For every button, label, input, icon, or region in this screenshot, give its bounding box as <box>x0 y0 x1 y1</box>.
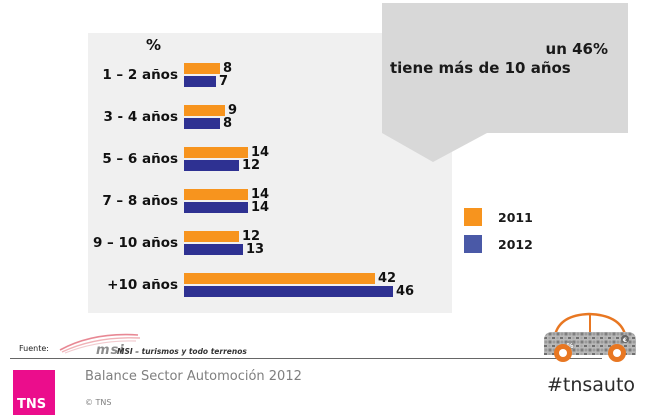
msi-wordmark: msi <box>96 343 125 358</box>
bar-group: 14 12 <box>184 145 270 173</box>
chart-row: 9 – 10 años 12 13 <box>88 229 265 257</box>
bar-2012 <box>184 76 216 87</box>
legend-label-2012: 2012 <box>498 236 533 252</box>
chart-row: 3 - 4 años 9 8 <box>88 103 238 131</box>
callout-bubble: un 46% tiene más de 10 años <box>382 3 628 162</box>
bar-2011 <box>184 63 220 74</box>
legend-item-2011: 2011 <box>464 208 533 226</box>
category-label: 9 – 10 años <box>92 235 178 251</box>
category-label: 1 – 2 años <box>102 67 178 83</box>
value-label-2011: 9 <box>228 103 238 118</box>
bar-line-2012: 12 <box>184 158 269 173</box>
value-label-2012: 12 <box>242 158 261 173</box>
value-label-2011: 12 <box>242 229 261 244</box>
bar-line-2012: 13 <box>184 242 265 257</box>
category-label: 7 – 8 años <box>102 193 178 209</box>
car-icon: % € <box>544 312 636 362</box>
footer-divider <box>10 358 602 359</box>
bar-group: 12 13 <box>184 229 265 257</box>
value-label-2011: 14 <box>251 187 270 202</box>
value-label-2011: 8 <box>223 61 233 76</box>
bar-line-2011: 14 <box>184 145 270 160</box>
bar-line-2011: 8 <box>184 61 233 76</box>
chart-row: 7 – 8 años 14 14 <box>88 187 270 215</box>
source-label: Fuente: <box>19 344 49 353</box>
tns-logo: TNS <box>13 370 55 415</box>
bar-2012 <box>184 160 239 171</box>
bar-2012 <box>184 244 243 255</box>
bar-line-2011: 14 <box>184 187 270 202</box>
bar-2011 <box>184 105 225 116</box>
legend-item-2012: 2012 <box>464 235 533 253</box>
callout-line1: un 46% <box>545 40 608 58</box>
category-label: +10 años <box>107 277 178 293</box>
chart-legend: 2011 2012 <box>464 208 533 262</box>
tns-logo-text: TNS <box>17 397 47 412</box>
copyright-text: © TNS <box>85 398 112 407</box>
svg-text:€: € <box>622 337 627 344</box>
msi-logo: msi <box>58 328 153 358</box>
source-text: MSI – turismos y todo terrenos <box>117 347 247 356</box>
chart-row: 5 – 6 años 14 12 <box>88 145 270 173</box>
bar-2011 <box>184 273 375 284</box>
mosaic-car-icon: % € <box>540 308 640 363</box>
bar-line-2011: 42 <box>184 271 414 286</box>
value-label-2011: 42 <box>378 271 397 286</box>
chart-row: +10 años 42 46 <box>88 271 415 299</box>
value-label-2012: 8 <box>223 116 233 131</box>
callout-text: un 46% tiene más de 10 años <box>382 40 628 78</box>
category-label: 3 - 4 años <box>103 109 178 125</box>
value-label-2012: 46 <box>396 284 415 299</box>
bar-line-2012: 7 <box>184 74 232 89</box>
bar-2012 <box>184 118 220 129</box>
svg-text:%: % <box>566 342 573 350</box>
bar-2012 <box>184 202 248 213</box>
value-label-2012: 7 <box>219 74 229 89</box>
bar-2011 <box>184 147 248 158</box>
bar-2012 <box>184 286 393 297</box>
value-label-2012: 13 <box>246 242 265 257</box>
bar-line-2011: 12 <box>184 229 264 244</box>
callout-line2: tiene más de 10 años <box>390 59 571 77</box>
legend-label-2011: 2011 <box>498 209 533 225</box>
bar-2011 <box>184 231 239 242</box>
msi-swoosh-icon <box>59 333 141 354</box>
value-label-2011: 14 <box>251 145 270 160</box>
bar-2011 <box>184 189 248 200</box>
hashtag-text: #tnsauto <box>546 374 636 396</box>
bar-group: 14 14 <box>184 187 270 215</box>
chart-row: 1 – 2 años 8 7 <box>88 61 233 89</box>
bar-line-2012: 14 <box>184 200 270 215</box>
bar-line-2012: 46 <box>184 284 415 299</box>
bar-line-2011: 9 <box>184 103 238 118</box>
bar-group: 42 46 <box>184 271 415 299</box>
legend-swatch-2012 <box>464 235 482 253</box>
legend-swatch-2011 <box>464 208 482 226</box>
bar-line-2012: 8 <box>184 116 237 131</box>
deck-title: Balance Sector Automoción 2012 <box>85 369 302 384</box>
category-label: 5 – 6 años <box>102 151 178 167</box>
axis-unit-label: % <box>146 36 162 54</box>
value-label-2012: 14 <box>251 200 270 215</box>
